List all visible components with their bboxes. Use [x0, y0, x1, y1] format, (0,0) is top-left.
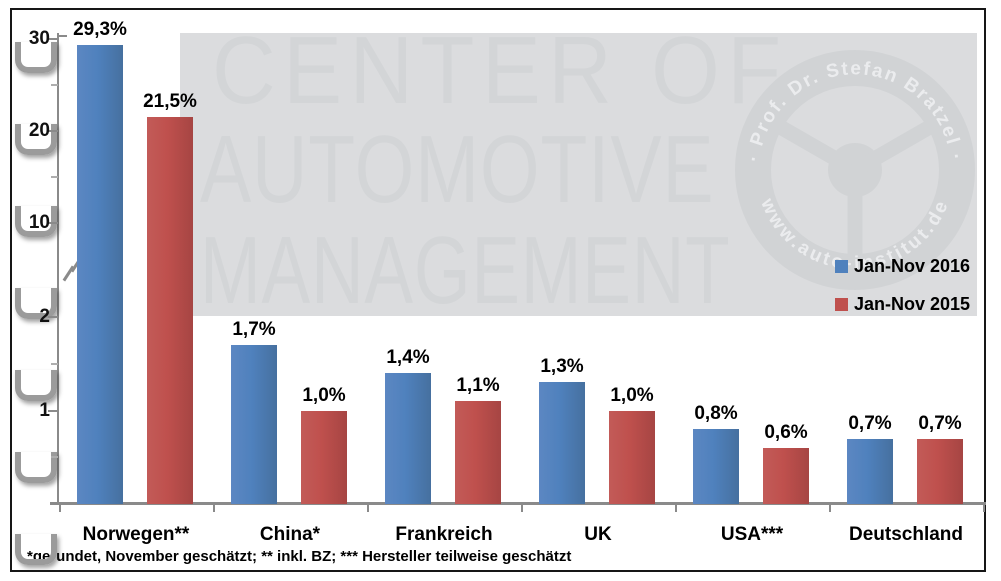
- y-axis-minor-tick: [51, 176, 58, 178]
- binder-ring-icon: [15, 42, 57, 73]
- binder-ring-icon: [15, 452, 57, 483]
- bar-value-label: 1,1%: [456, 375, 500, 397]
- y-axis-minor-tick: [51, 456, 58, 459]
- binder-ring-icon: [15, 288, 57, 319]
- y-axis-minor-tick: [51, 362, 58, 365]
- logo-ring: [735, 50, 975, 290]
- x-axis-tick: [59, 504, 61, 512]
- bar-value-label: 29,3%: [73, 19, 127, 41]
- steering-wheel-spokes-icon: [778, 121, 932, 255]
- y-axis-major-tick: [48, 316, 58, 318]
- bar-jan-nov-2015-usa: [763, 447, 809, 504]
- bar-jan-nov-2015-frankreich: [455, 401, 501, 504]
- y-axis-line: [57, 33, 59, 505]
- watermark-text-line-2: AUTOMOTIVE: [200, 116, 715, 223]
- legend-item-label: Jan-Nov 2016: [854, 256, 971, 276]
- binder-ring-icon: [15, 206, 57, 237]
- bar-jan-nov-2015-norwegen: [147, 117, 193, 504]
- bar-jan-nov-2016-usa: [693, 429, 739, 504]
- bar-jan-nov-2015-uk: [609, 410, 655, 504]
- bar-jan-nov-2016-norwegen: [77, 45, 123, 504]
- category-label-deutschland: Deutschland: [848, 524, 964, 545]
- legend-swatch-icon: [835, 298, 848, 311]
- binder-ring-icon: [15, 124, 57, 155]
- y-axis-top-cap: [59, 35, 67, 37]
- y-axis-tick-label: 30: [28, 28, 50, 49]
- bar-jan-nov-2016-china: [231, 345, 277, 504]
- y-axis-major-tick: [48, 38, 58, 40]
- x-axis-tick: [521, 504, 523, 512]
- y-axis-major-tick: [48, 130, 58, 132]
- watermark-text-line-3: MANAGEMENT: [200, 217, 731, 324]
- category-label-frankreich: Frankreich: [395, 524, 493, 545]
- y-axis-tick-label: 1: [39, 399, 50, 421]
- y-axis-major-tick: [48, 222, 58, 224]
- bar-value-label: 1,4%: [386, 347, 430, 369]
- footnote-text: *gerundet, November geschätzt; ** inkl. …: [27, 548, 572, 565]
- x-axis-tick: [983, 504, 985, 512]
- category-label-uk: UK: [584, 524, 612, 545]
- x-axis-line: [50, 502, 986, 505]
- legend-item-label: Jan-Nov 2015: [854, 294, 971, 314]
- bar-value-label: 0,8%: [694, 403, 738, 425]
- auto-institut-logo-watermark: · Prof. Dr. Stefan Bratzel · www.auto-in…: [735, 50, 975, 290]
- x-axis-tick: [675, 504, 677, 512]
- bar-value-label: 0,6%: [764, 421, 808, 443]
- y-axis-tick-label: 10: [28, 212, 50, 233]
- x-axis-tick: [829, 504, 831, 512]
- bar-jan-nov-2015-china: [301, 410, 347, 504]
- bar-value-label: 1,0%: [302, 384, 346, 406]
- bar-value-label: 0,7%: [848, 412, 892, 434]
- watermark-text-line-1: CENTER OF: [212, 17, 789, 124]
- bar-value-label: 0,7%: [918, 412, 962, 434]
- bar-jan-nov-2016-frankreich: [385, 373, 431, 504]
- x-axis-tick: [367, 504, 369, 512]
- category-label-china: China*: [259, 524, 321, 545]
- binder-ring-icon: [15, 534, 57, 565]
- bar-value-label: 1,0%: [610, 384, 654, 406]
- legend-item-jan-nov-2016: Jan-Nov 2016: [835, 256, 970, 277]
- legend-swatch-icon: [835, 260, 848, 273]
- category-label-usa: USA***: [720, 524, 784, 545]
- legend-item-jan-nov-2015: Jan-Nov 2015: [835, 294, 970, 315]
- binder-ring-icon: [15, 370, 57, 401]
- bar-value-label: 1,7%: [232, 319, 276, 341]
- bar-value-label: 21,5%: [143, 91, 197, 113]
- bar-jan-nov-2015-deutschland: [917, 438, 963, 504]
- y-axis-tick-label: 20: [28, 120, 50, 141]
- category-label-norwegen: Norwegen**: [82, 524, 190, 545]
- y-axis-tick-label: 2: [39, 306, 50, 327]
- y-axis-major-tick: [48, 409, 58, 412]
- y-axis-minor-tick: [51, 84, 58, 86]
- bar-jan-nov-2016-deutschland: [847, 438, 893, 504]
- bar-jan-nov-2016-uk: [539, 382, 585, 504]
- x-axis-tick: [213, 504, 215, 512]
- bar-value-label: 1,3%: [540, 356, 584, 378]
